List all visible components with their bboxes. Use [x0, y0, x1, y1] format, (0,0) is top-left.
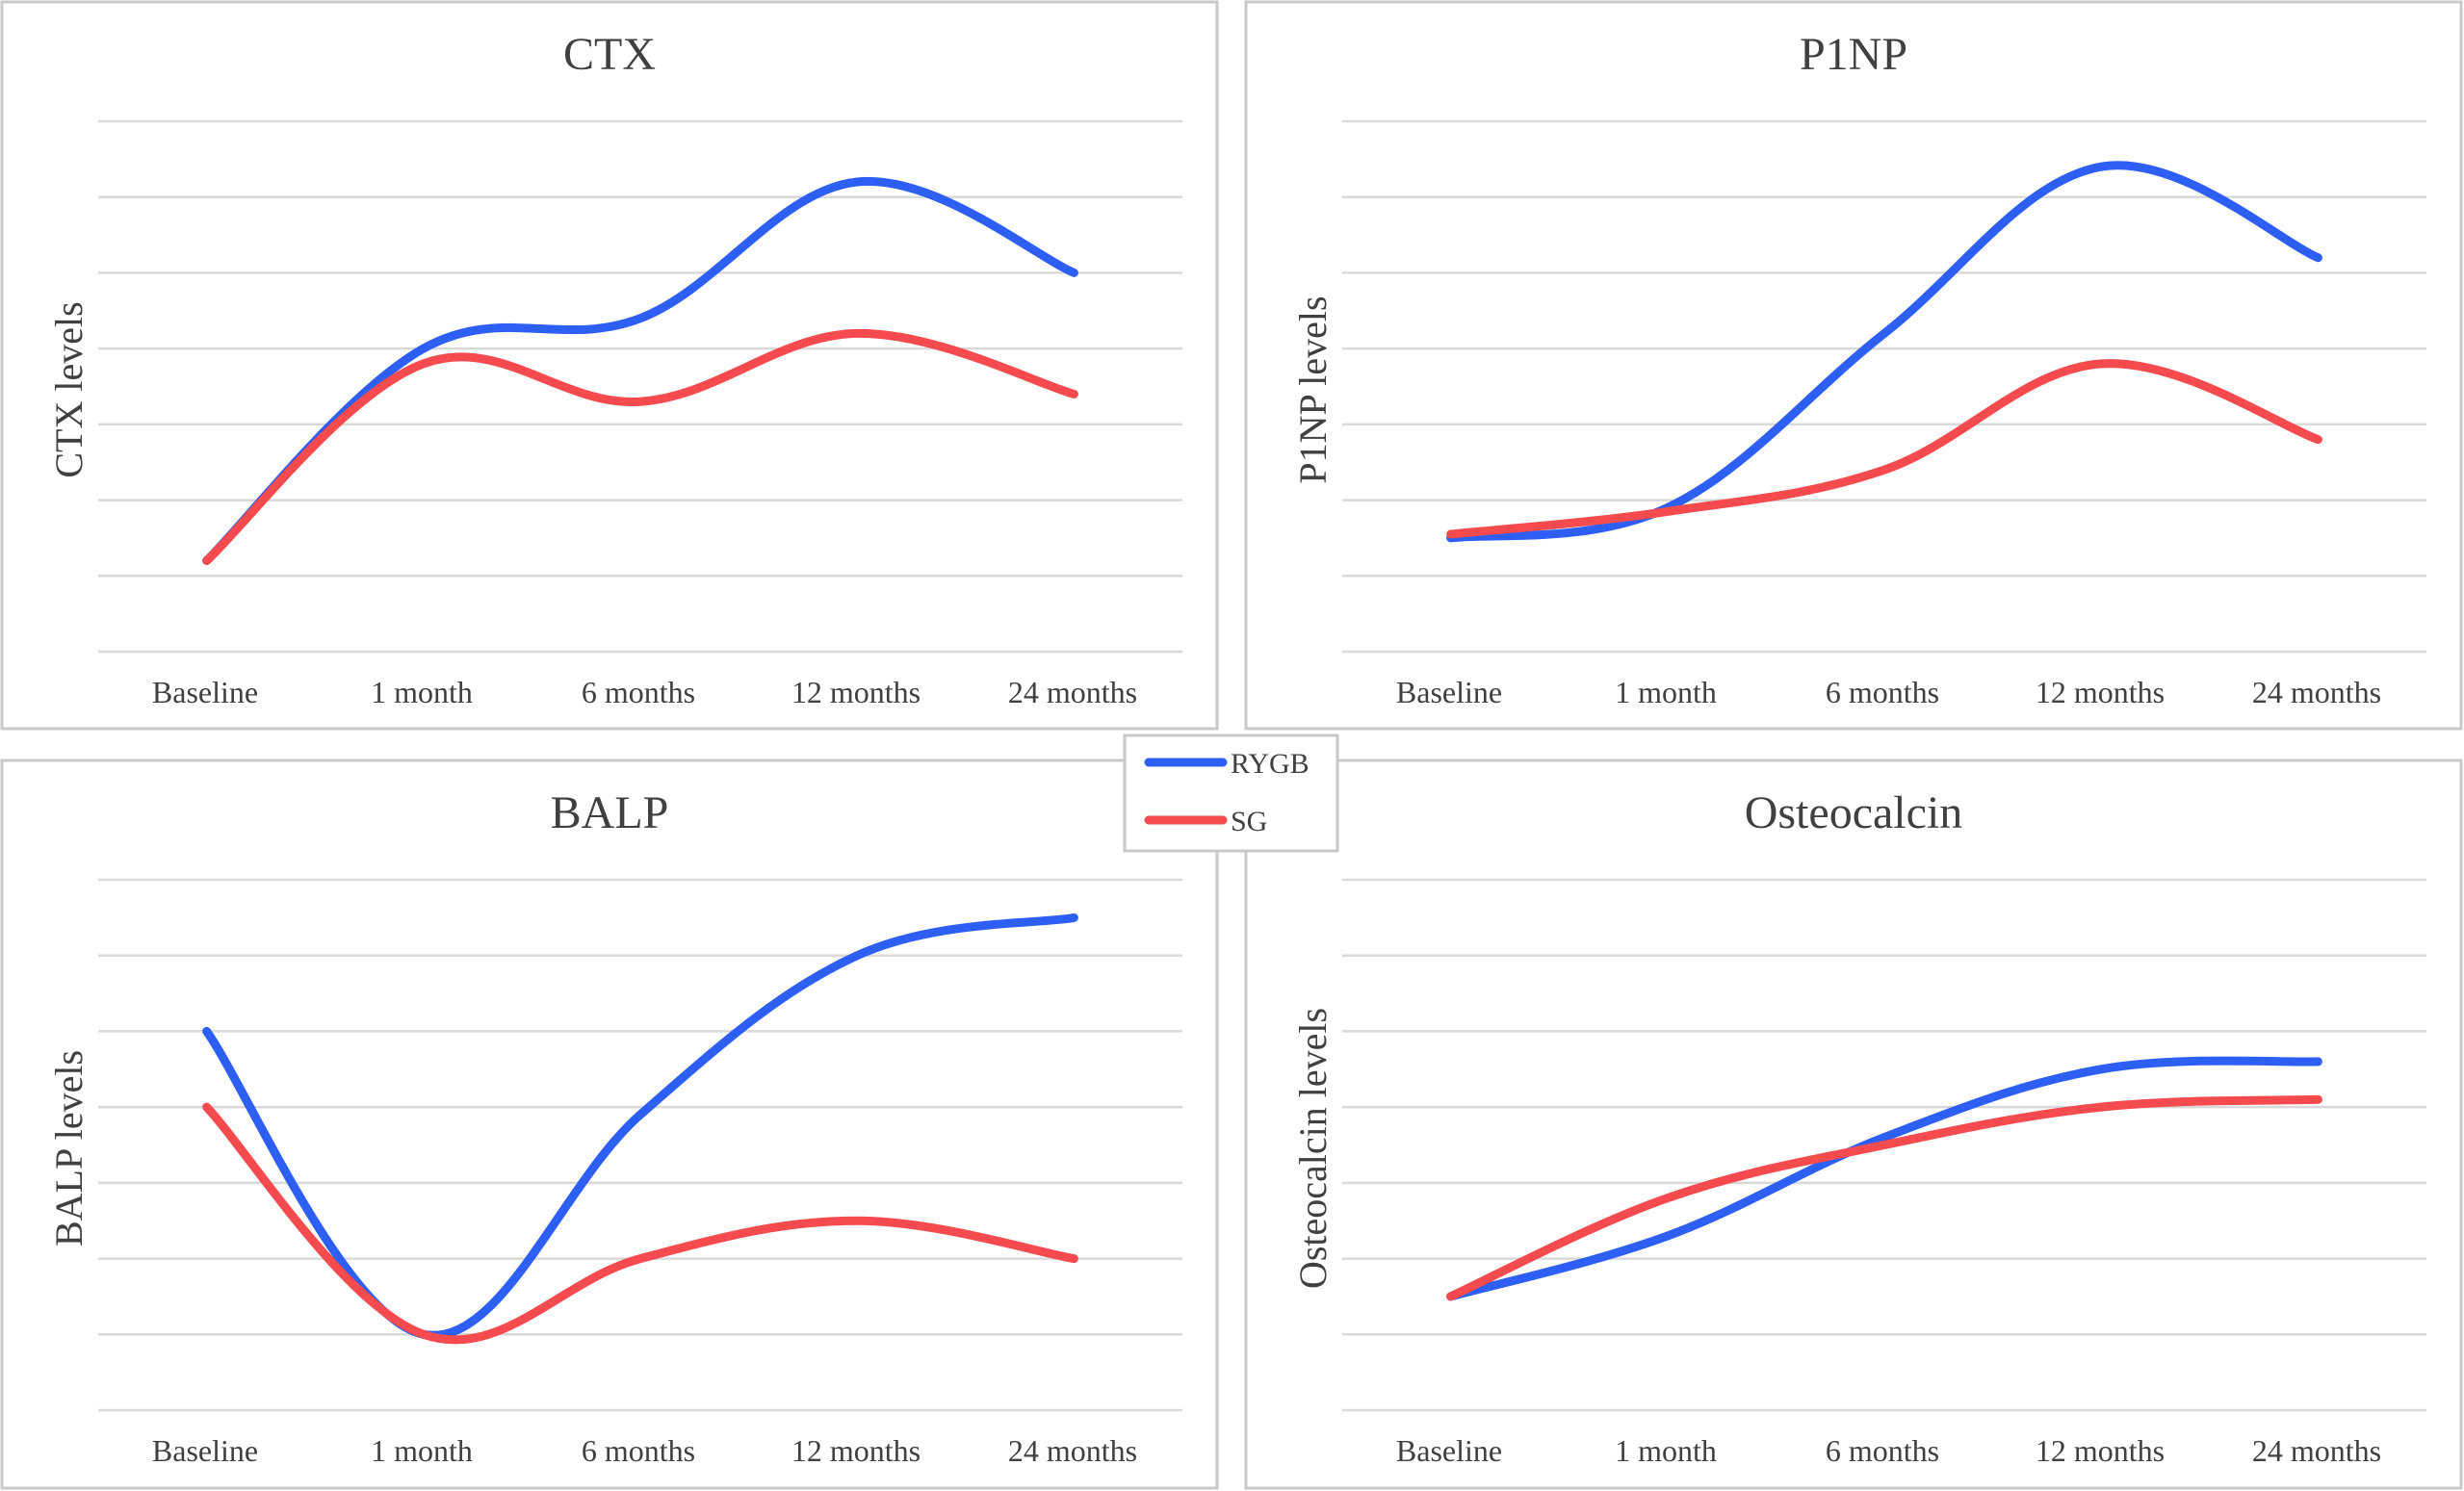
x-tick-label: 24 months: [2252, 1433, 2381, 1468]
series-line-sg: [202, 1102, 1078, 1345]
chart-panel-ctx: CTX CTX levels Baseline 1 month 6 months…: [0, 0, 1219, 731]
chart-title: CTX: [563, 29, 656, 80]
gridlines: [1342, 119, 2426, 654]
x-tick-label: 6 months: [1826, 1433, 1939, 1468]
x-tick-label: Baseline: [152, 1433, 258, 1468]
x-tick-label: 12 months: [791, 675, 921, 709]
series-lines: [202, 176, 1078, 565]
y-axis-label: P1NP levels: [1291, 296, 1335, 483]
chart-title: P1NP: [1800, 29, 1907, 80]
x-tick-label: 1 month: [1615, 675, 1717, 709]
series-lines: [202, 913, 1078, 1345]
chart-title: Osteocalcin: [1745, 787, 1963, 838]
x-tick-label: 12 months: [2036, 675, 2165, 709]
panel-frame: [1244, 0, 2463, 731]
x-tick-labels: Baseline 1 month 6 months 12 months 24 m…: [152, 1433, 1137, 1468]
y-axis-label: CTX levels: [47, 301, 91, 477]
x-tick-labels: Baseline 1 month 6 months 12 months 24 m…: [1396, 675, 2381, 709]
series-line-rygb: [202, 913, 1078, 1340]
panel-frame: [0, 758, 1219, 1490]
series-lines: [1446, 1056, 2322, 1301]
x-tick-label: 12 months: [791, 1433, 921, 1468]
legend-frame: [1123, 733, 1339, 853]
series-line-sg: [1446, 1094, 2322, 1301]
x-tick-label: Baseline: [152, 675, 258, 709]
y-axis-label: Osteocalcin levels: [1291, 1008, 1335, 1289]
x-tick-label: 1 month: [371, 675, 473, 709]
chart-panel-p1np: P1NP P1NP levels Baseline 1 month 6 mont…: [1244, 0, 2463, 731]
chart-title: BALP: [551, 787, 669, 838]
series-lines: [1446, 161, 2322, 543]
gridlines: [98, 119, 1182, 654]
x-tick-label: 6 months: [582, 1433, 695, 1468]
gridlines: [98, 878, 1182, 1412]
series-line-sg: [202, 328, 1078, 565]
x-tick-labels: Baseline 1 month 6 months 12 months 24 m…: [152, 675, 1137, 709]
x-tick-label: 12 months: [2036, 1433, 2165, 1468]
x-tick-label: 1 month: [1615, 1433, 1717, 1468]
series-line-rygb: [1446, 161, 2322, 543]
x-tick-label: Baseline: [1396, 675, 1502, 709]
x-tick-label: 1 month: [371, 1433, 473, 1468]
x-tick-label: Baseline: [1396, 1433, 1502, 1468]
legend-label-rygb: RYGB: [1231, 748, 1310, 780]
panel-frame: [1244, 758, 2463, 1490]
legend: RYGB SG: [1123, 733, 1339, 853]
legend-label-sg: SG: [1231, 806, 1267, 837]
x-tick-label: 6 months: [582, 675, 695, 709]
x-tick-labels: Baseline 1 month 6 months 12 months 24 m…: [1396, 1433, 2381, 1468]
x-tick-label: 24 months: [1008, 1433, 1137, 1468]
series-line-rygb: [1446, 1056, 2322, 1301]
chart-panel-balp: BALP BALP levels Baseline 1 month 6 mont…: [0, 758, 1219, 1490]
x-tick-label: 24 months: [1008, 675, 1137, 709]
series-line-sg: [1446, 359, 2322, 539]
panel-frame: [0, 0, 1219, 731]
x-tick-label: 24 months: [2252, 675, 2381, 709]
y-axis-label: BALP levels: [47, 1050, 91, 1247]
chart-panel-osteocalcin: Osteocalcin Osteocalcin levels Baseline …: [1244, 758, 2463, 1490]
x-tick-label: 6 months: [1826, 675, 1939, 709]
